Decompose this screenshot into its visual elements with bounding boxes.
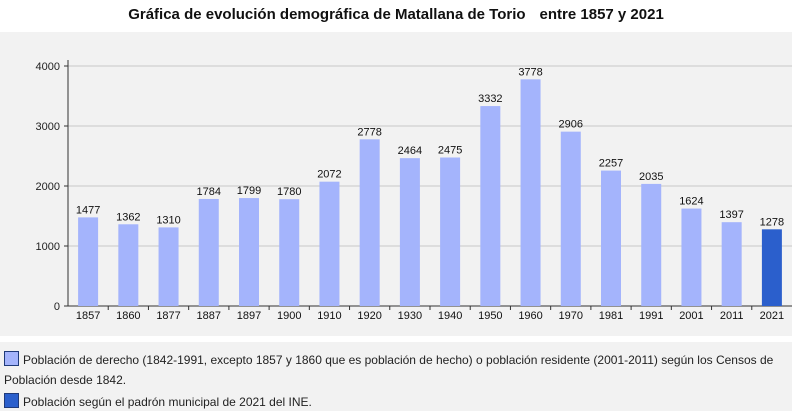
y-tick-label: 3000 [36,121,60,133]
y-tick-label: 0 [54,301,60,313]
bar [761,229,782,306]
x-tick-label: 2021 [760,310,784,322]
data-label: 2072 [317,169,341,181]
data-label: 1799 [237,185,261,197]
bar [721,222,742,306]
x-tick-label: 1930 [398,310,422,322]
data-label: 1624 [679,196,703,208]
data-label: 2906 [559,119,583,131]
bar [239,198,259,306]
bar [359,139,380,306]
y-tick-label: 2000 [36,181,60,193]
bar [520,79,541,306]
x-tick-label: 1981 [599,310,623,322]
data-label: 1397 [719,209,743,221]
y-tick-label: 4000 [36,61,60,73]
data-label: 1278 [760,216,784,228]
chart-title: Gráfica de evolución demográfica de Mata… [0,6,792,23]
legend-label-padron: Población según el padrón municipal de 2… [23,395,312,409]
x-tick-label: 1897 [237,310,261,322]
y-tick-label: 1000 [36,241,60,253]
chart-title-main: Gráfica de evolución demográfica de Mata… [128,6,526,23]
bar [641,183,662,306]
data-label: 1780 [277,186,301,198]
bar [440,157,461,306]
x-tick-label: 1877 [156,310,180,322]
data-label: 1310 [156,214,180,226]
data-label: 2257 [599,158,623,170]
x-tick-label: 1970 [559,310,583,322]
x-tick-label: 1860 [116,310,140,322]
data-label: 2475 [438,145,462,157]
x-tick-label: 1900 [277,310,301,322]
bar-chart: 0 1000 2000 3000 4000 1477 1857 1362 1860 1310 187… [36,60,792,322]
legend-entry-padron: Población según el padrón municipal de 2… [4,392,788,412]
legend-swatch-census [4,351,19,366]
bar [279,199,300,306]
bar [78,217,99,306]
legend-swatch-padron [4,393,19,408]
data-label: 1477 [76,204,100,216]
data-label: 3332 [478,93,502,105]
legend-entry-census: Población de derecho (1842-1991, excepto… [4,350,788,390]
x-tick-label: 1991 [639,310,663,322]
data-label: 2035 [639,171,663,183]
bar [198,198,219,306]
bar [560,131,581,306]
data-label: 3778 [518,66,542,78]
data-label: 2778 [357,126,381,138]
bar [319,181,340,306]
chart-title-range: entre 1857 y 2021 [539,6,664,23]
data-label: 1362 [116,211,140,223]
bar [681,208,702,306]
x-tick-label: 1950 [478,310,502,322]
data-label: 2464 [398,145,422,157]
x-tick-label: 2011 [720,310,744,322]
x-tick-label: 1887 [197,310,221,322]
legend-label-census: Población de derecho (1842-1991, excepto… [4,353,774,387]
bar [399,158,420,306]
bar [480,106,501,306]
bar [601,170,621,306]
x-tick-label: 1920 [357,310,381,322]
x-tick-label: 1960 [518,310,542,322]
x-tick-label: 2001 [679,310,703,322]
bar [118,224,139,306]
x-tick-label: 1940 [438,310,462,322]
x-tick-label: 1857 [76,310,100,322]
legend: Población de derecho (1842-1991, excepto… [0,342,792,411]
data-label: 1784 [197,186,221,198]
bar [158,227,179,306]
x-tick-label: 1910 [317,310,341,322]
